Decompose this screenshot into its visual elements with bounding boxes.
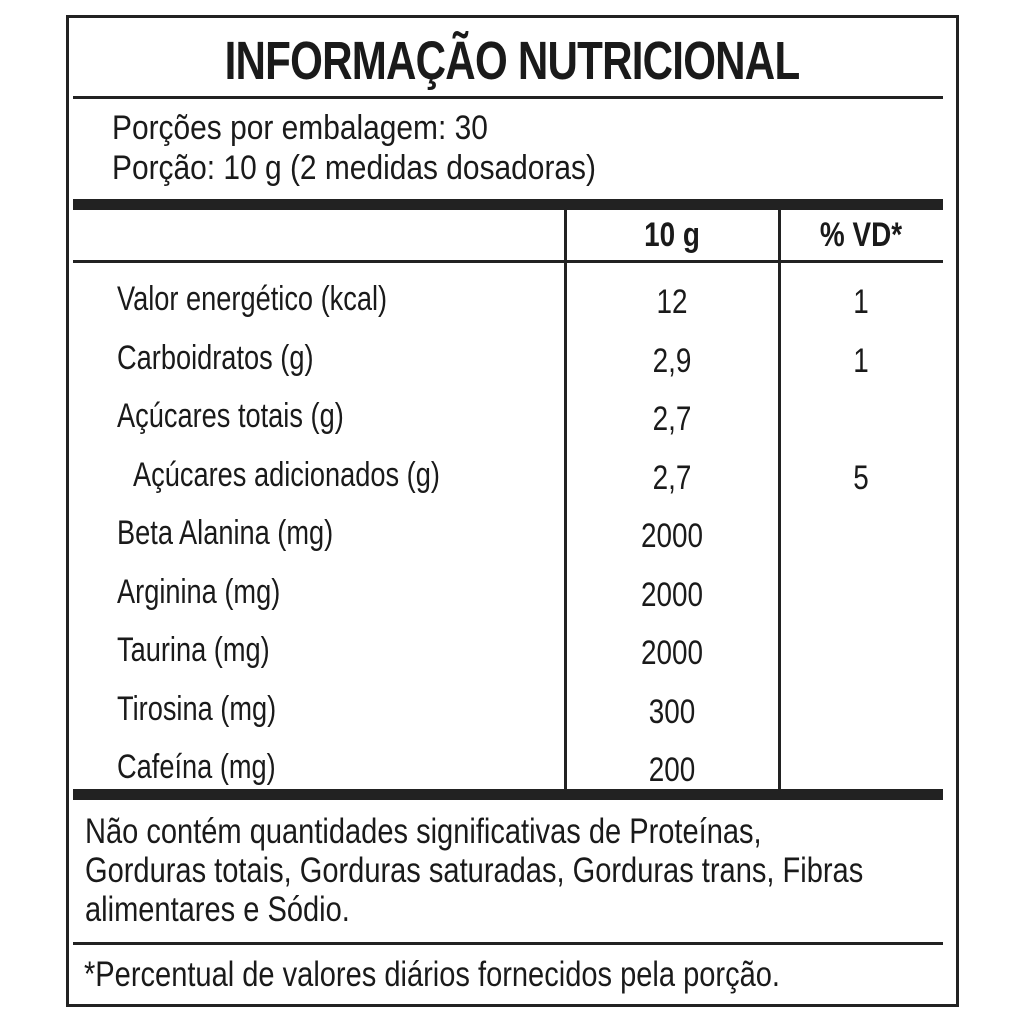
- nutrient-name: Cafeína (mg): [117, 748, 276, 786]
- nutrient-name: Carboidratos (g): [117, 338, 314, 377]
- note-line: alimentares e Sódio.: [85, 890, 350, 929]
- footnote: *Percentual de valores diários fornecido…: [84, 955, 781, 994]
- divider: [73, 96, 943, 99]
- nutrient-amount: 2,7: [652, 458, 692, 497]
- nutrient-vd: 1: [853, 341, 869, 380]
- note-line: Gorduras totais, Gorduras saturadas, Gor…: [85, 851, 864, 890]
- nutrient-amount: 2000: [640, 575, 704, 614]
- header-vd: % VD*: [819, 216, 903, 254]
- nutrient-amount: 2000: [640, 634, 704, 672]
- nutrient-amount: 200: [648, 751, 696, 789]
- nutrient-name: Taurina (mg): [117, 631, 270, 669]
- serving-size: Porção: 10 g (2 medidas dosadoras): [112, 149, 596, 187]
- nutrient-name: Açúcares adicionados (g): [133, 455, 440, 494]
- nutrient-amount: 12: [656, 283, 688, 321]
- thick-divider: [73, 199, 943, 210]
- label-title: INFORMAÇÃO NUTRICIONAL: [224, 31, 801, 91]
- nutrient-name: Tirosina (mg): [117, 689, 277, 728]
- thick-divider: [73, 789, 943, 800]
- divider: [73, 942, 943, 945]
- column-divider: [778, 210, 781, 790]
- header-divider: [73, 260, 943, 263]
- nutrient-name: Valor energético (kcal): [117, 280, 388, 318]
- nutrient-amount: 2,7: [652, 400, 692, 438]
- nutrition-label: [66, 15, 959, 1007]
- nutrient-name: Beta Alanina (mg): [117, 514, 334, 552]
- nutrient-vd: 5: [853, 458, 869, 497]
- nutrient-vd: 1: [853, 283, 869, 321]
- nutrient-name: Arginina (mg): [117, 572, 281, 611]
- note-line: Não contém quantidades significativas de…: [85, 812, 762, 851]
- nutrient-amount: 2,9: [652, 341, 692, 380]
- servings-per-package: Porções por embalagem: 30: [112, 109, 488, 147]
- nutrient-amount: 2000: [640, 517, 704, 555]
- nutrient-amount: 300: [648, 692, 696, 731]
- header-amount: 10 g: [644, 216, 700, 254]
- column-divider: [564, 210, 567, 790]
- nutrient-name: Açúcares totais (g): [117, 397, 344, 435]
